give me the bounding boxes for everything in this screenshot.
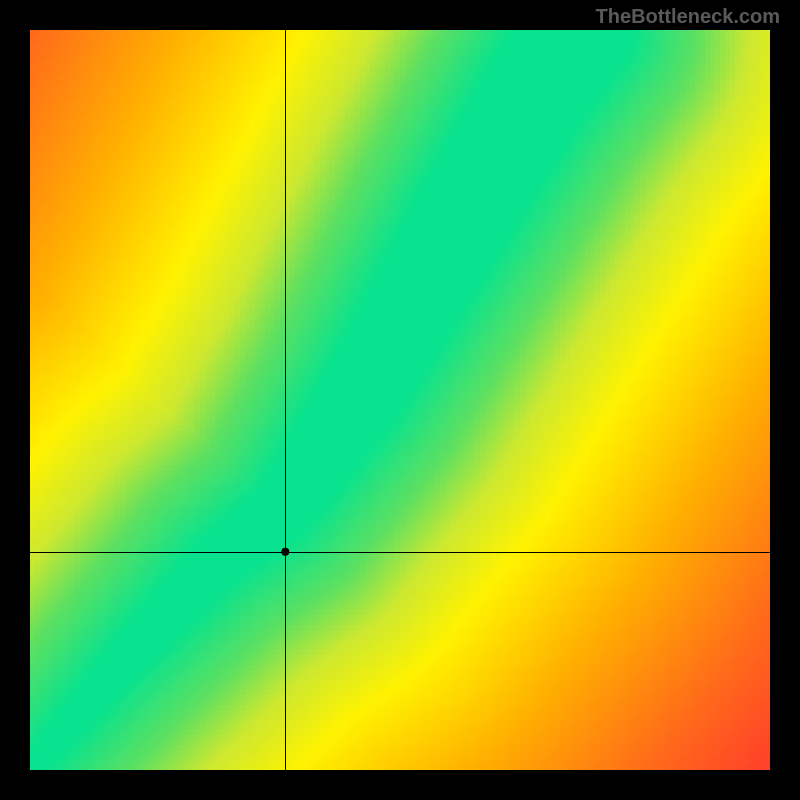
attribution-text: TheBottleneck.com bbox=[596, 6, 780, 29]
chart-container: TheBottleneck.com bbox=[0, 0, 800, 800]
heatmap-canvas bbox=[0, 0, 800, 800]
